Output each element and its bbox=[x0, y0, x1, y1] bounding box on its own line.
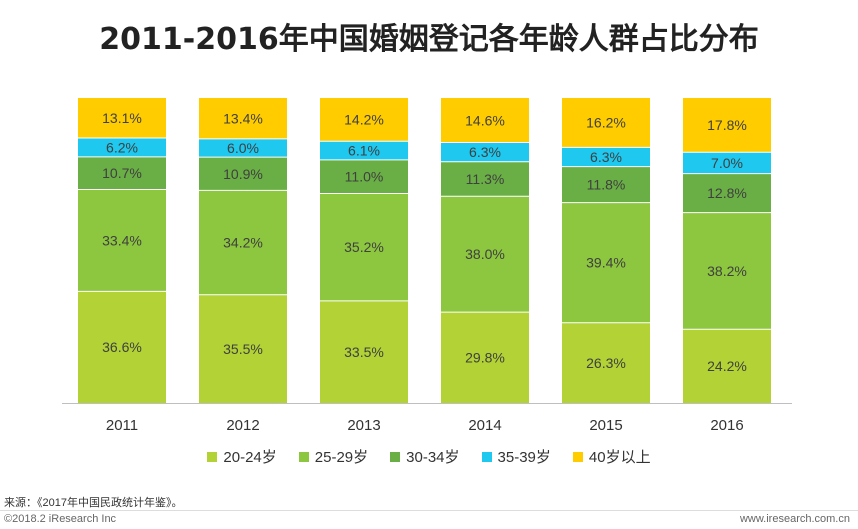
data-label-2012-series-0: 35.5% bbox=[223, 341, 263, 357]
legend-item-2: 30-34岁 bbox=[390, 446, 460, 467]
bar-2011-series-4 bbox=[78, 98, 166, 138]
bar-2016-series-2 bbox=[683, 173, 771, 213]
data-label-2013-series-0: 33.5% bbox=[344, 344, 384, 360]
data-label-2013-series-3: 6.1% bbox=[348, 143, 380, 159]
legend-label: 30-34岁 bbox=[406, 449, 460, 466]
bar-2014-series-4 bbox=[441, 98, 529, 143]
legend-item-0: 20-24岁 bbox=[207, 446, 277, 467]
data-label-2013-series-1: 35.2% bbox=[344, 239, 384, 255]
data-label-2015-series-0: 26.3% bbox=[586, 355, 626, 371]
bar-2013-series-4 bbox=[320, 98, 408, 142]
data-label-2012-series-4: 13.4% bbox=[223, 110, 263, 126]
legend-label: 35-39岁 bbox=[497, 449, 551, 466]
legend-swatch bbox=[390, 451, 401, 462]
bar-2013-series-2 bbox=[320, 159, 408, 194]
data-label-2014-series-1: 38.0% bbox=[465, 246, 505, 262]
bar-2015-series-3 bbox=[562, 147, 650, 167]
data-label-2016-series-4: 17.8% bbox=[707, 117, 747, 133]
legend-swatch bbox=[207, 451, 218, 462]
bar-2016-series-0 bbox=[683, 329, 771, 403]
bar-2013-series-1 bbox=[320, 193, 408, 301]
legend-swatch bbox=[481, 451, 492, 462]
bar-2014-series-0 bbox=[441, 312, 529, 403]
data-label-2015-series-1: 39.4% bbox=[586, 255, 626, 271]
bar-2016-series-1 bbox=[683, 212, 771, 330]
x-tick-label-2013: 2013 bbox=[347, 417, 380, 434]
data-label-2012-series-1: 34.2% bbox=[223, 235, 263, 251]
bar-2014-series-3 bbox=[441, 142, 529, 162]
bar-2012-series-1 bbox=[199, 190, 287, 295]
bar-2014-series-2 bbox=[441, 161, 529, 197]
legend-item-1: 25-29岁 bbox=[298, 446, 369, 467]
bar-2015-series-4 bbox=[562, 98, 650, 148]
x-tick-label-2015: 2015 bbox=[589, 417, 622, 434]
source-note: 来源：《2017年中国民政统计年鉴》。 bbox=[4, 497, 183, 509]
legend-swatch bbox=[572, 451, 583, 462]
legend-item-3: 35-39岁 bbox=[481, 446, 551, 467]
bar-2013-series-0 bbox=[320, 300, 408, 403]
data-label-2014-series-3: 6.3% bbox=[469, 144, 501, 160]
data-label-2012-series-3: 6.0% bbox=[227, 140, 259, 156]
bar-2011-series-3 bbox=[78, 137, 166, 157]
data-label-2016-series-0: 24.2% bbox=[707, 358, 747, 374]
legend-label: 40岁以上 bbox=[588, 449, 651, 466]
bar-2012-series-2 bbox=[199, 157, 287, 191]
bar-2012-series-0 bbox=[199, 294, 287, 403]
x-tick-label-2016: 2016 bbox=[710, 417, 743, 434]
bar-2015-series-0 bbox=[562, 322, 650, 403]
data-label-2011-series-2: 10.7% bbox=[102, 165, 142, 181]
x-tick-label-2011: 2011 bbox=[106, 417, 138, 434]
data-label-2011-series-1: 33.4% bbox=[102, 232, 142, 248]
bar-2012-series-4 bbox=[199, 98, 287, 139]
data-label-2014-series-4: 14.6% bbox=[465, 112, 505, 128]
bar-2012-series-3 bbox=[199, 138, 287, 158]
data-label-2014-series-0: 29.8% bbox=[465, 350, 505, 366]
bar-2015-series-2 bbox=[562, 166, 650, 203]
bar-2015-series-1 bbox=[562, 202, 650, 323]
data-label-2013-series-2: 11.0% bbox=[345, 169, 384, 185]
legend-label: 25-29岁 bbox=[314, 449, 369, 466]
data-label-2014-series-2: 11.3% bbox=[466, 171, 505, 187]
legend-item-4: 40岁以上 bbox=[572, 446, 651, 467]
data-label-2016-series-1: 38.2% bbox=[707, 263, 747, 279]
data-label-2012-series-2: 10.9% bbox=[223, 166, 263, 182]
copyright-text: ©2018.2 iResearch Inc bbox=[4, 513, 117, 525]
bar-2011-series-1 bbox=[78, 189, 166, 292]
bar-2013-series-3 bbox=[320, 141, 408, 160]
data-label-2011-series-0: 36.6% bbox=[102, 339, 142, 355]
bar-2016-series-3 bbox=[683, 152, 771, 174]
data-label-2015-series-4: 16.2% bbox=[586, 115, 626, 131]
bar-2011-series-2 bbox=[78, 156, 166, 190]
data-label-2011-series-3: 6.2% bbox=[106, 139, 138, 155]
bar-2014-series-1 bbox=[441, 196, 529, 313]
stacked-bar-chart: 36.6% 33.4% 10.7% 6.2% 13.1% 2011 35.5% 34.2% 10… bbox=[62, 98, 792, 434]
legend-label: 20-24岁 bbox=[223, 449, 277, 466]
bar-2016-series-4 bbox=[683, 98, 771, 153]
bar-2011-series-0 bbox=[78, 291, 166, 403]
chart-title: 2011-2016年中国婚姻登记各年龄人群占比分布 bbox=[99, 22, 759, 57]
data-label-2016-series-3: 7.0% bbox=[711, 155, 743, 171]
data-label-2015-series-3: 6.3% bbox=[590, 149, 622, 165]
chart-legend: 20-24岁 25-29岁 30-34岁 35-39岁 40岁以上 bbox=[0, 446, 858, 467]
data-label-2011-series-4: 13.1% bbox=[102, 110, 142, 126]
data-label-2015-series-2: 11.8% bbox=[587, 177, 626, 193]
data-label-2013-series-4: 14.2% bbox=[344, 112, 384, 128]
x-tick-label-2014: 2014 bbox=[468, 417, 501, 434]
x-tick-label-2012: 2012 bbox=[226, 417, 259, 434]
footer-divider bbox=[0, 510, 858, 511]
website-text: www.iresearch.com.cn bbox=[739, 513, 850, 525]
data-label-2016-series-2: 12.8% bbox=[707, 185, 747, 201]
legend-swatch bbox=[298, 451, 309, 462]
